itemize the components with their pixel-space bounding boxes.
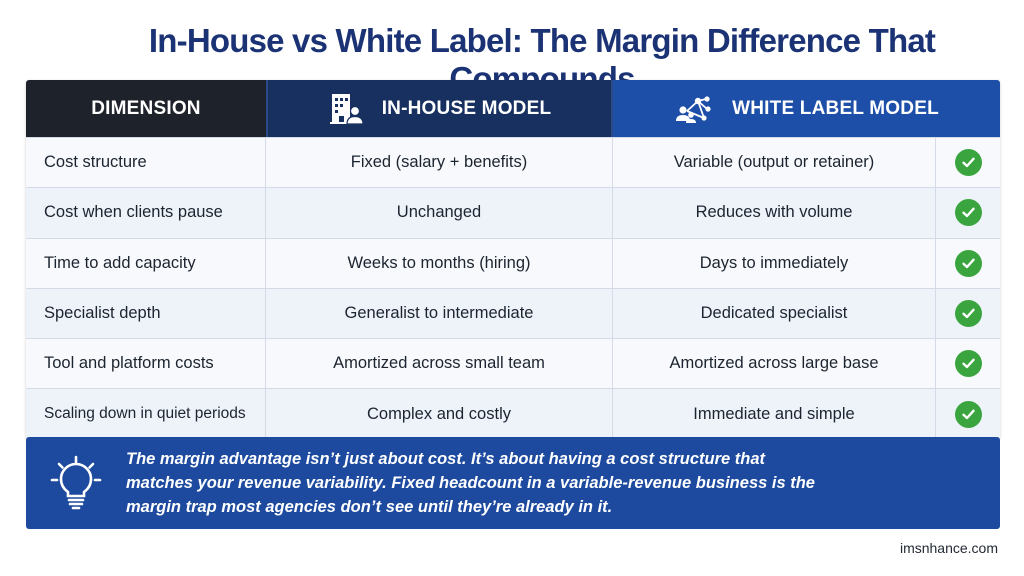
- table-row: Specialist depth Generalist to intermedi…: [26, 287, 1000, 339]
- check-circle-icon: [954, 249, 982, 277]
- white-label-cell: Days to immediately: [613, 238, 936, 288]
- table-row: Scaling down in quiet periods Complex an…: [26, 388, 1000, 439]
- in-house-cell: Weeks to months (hiring): [266, 238, 613, 288]
- check-circle-icon: [954, 300, 982, 328]
- in-house-cell: Generalist to intermediate: [266, 288, 613, 339]
- white-label-cell: Amortized across large base: [613, 339, 936, 389]
- dimension-cell: Scaling down in quiet periods: [26, 389, 266, 439]
- table-row: Cost structure Fixed (salary + benefits)…: [26, 137, 1000, 188]
- in-house-cell: Unchanged: [266, 188, 613, 238]
- table-header-row: DIMENSION IN-HOUSE MODEL: [26, 80, 1000, 137]
- column-header-in-house: IN-HOUSE MODEL: [266, 80, 613, 137]
- check-circle-icon: [954, 199, 982, 227]
- status-cell: [936, 339, 1000, 388]
- callout-line: The margin advantage isn’t just about co…: [126, 450, 766, 468]
- network-share-icon: [674, 93, 714, 125]
- status-cell: [936, 138, 1000, 187]
- in-house-cell: Complex and costly: [266, 389, 613, 439]
- dimension-cell: Tool and platform costs: [26, 339, 266, 389]
- column-header-dimension: DIMENSION: [26, 80, 266, 137]
- white-label-cell: Reduces with volume: [613, 188, 936, 238]
- lightbulb-icon: [26, 454, 126, 512]
- white-label-cell: Immediate and simple: [613, 389, 936, 439]
- status-cell: [936, 239, 1000, 288]
- insight-callout: The margin advantage isn’t just about co…: [26, 437, 1000, 529]
- dimension-cell: Cost when clients pause: [26, 188, 266, 238]
- dimension-cell: Time to add capacity: [26, 238, 266, 288]
- page-title: In-House vs White Label: The Margin Diff…: [148, 22, 936, 97]
- office-building-person-icon: [328, 91, 364, 127]
- check-circle-icon: [954, 400, 982, 428]
- source-site: imsnhance.com: [899, 540, 998, 556]
- table-row: Cost when clients pause Unchanged Reduce…: [26, 187, 1000, 238]
- callout-line: matches your revenue variability. Fixed …: [126, 474, 815, 492]
- status-cell: [936, 289, 1000, 338]
- callout-text: The margin advantage isn’t just about co…: [126, 447, 1000, 519]
- table-body: Cost structure Fixed (salary + benefits)…: [26, 137, 1000, 439]
- in-house-cell: Fixed (salary + benefits): [266, 138, 613, 188]
- column-header-in-house-label: IN-HOUSE MODEL: [381, 97, 552, 119]
- white-label-cell: Variable (output or retainer): [613, 138, 936, 188]
- status-cell: [936, 389, 1000, 438]
- dimension-cell: Specialist depth: [26, 288, 266, 339]
- column-header-white-label: WHITE LABEL MODEL: [613, 80, 1000, 137]
- dimension-cell: Cost structure: [26, 138, 266, 188]
- column-header-dimension-label: DIMENSION: [91, 97, 201, 119]
- table-row: Time to add capacity Weeks to months (hi…: [26, 237, 1000, 288]
- in-house-cell: Amortized across small team: [266, 339, 613, 389]
- column-header-white-label-label: WHITE LABEL MODEL: [732, 97, 939, 119]
- check-circle-icon: [954, 149, 982, 177]
- comparison-table: DIMENSION IN-HOUSE MODEL: [26, 80, 1000, 439]
- status-cell: [936, 188, 1000, 237]
- white-label-cell: Dedicated specialist: [613, 288, 936, 339]
- table-row: Tool and platform costs Amortized across…: [26, 338, 1000, 389]
- check-circle-icon: [954, 350, 982, 378]
- callout-line: margin trap most agencies don’t see unti…: [126, 498, 613, 516]
